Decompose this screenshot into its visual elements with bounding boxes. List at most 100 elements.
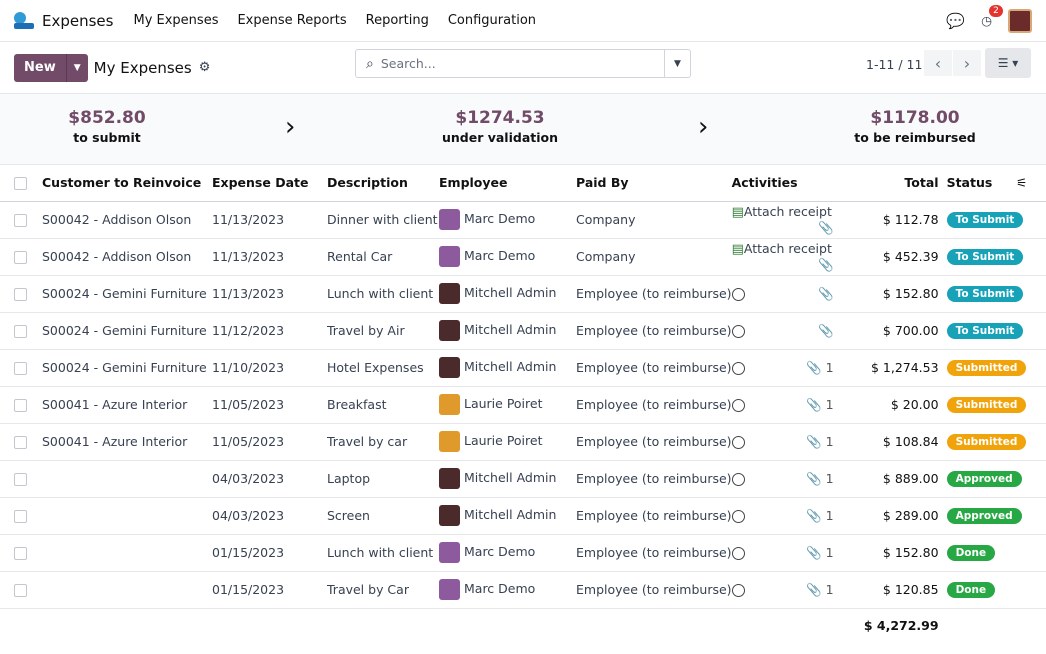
table-row[interactable]: S00024 - Gemini Furniture 11/13/2023 Lun… [0,275,1046,313]
total-cell: $ 152.80 [839,534,939,572]
activities-cell: 📎 1 [731,534,840,572]
activities-cell: ▤Attach receipt 📎 [731,238,840,276]
clock-icon[interactable] [731,435,745,449]
col-employee[interactable]: Employee [439,165,576,202]
table-row[interactable]: 01/15/2023 Travel by Car Marc Demo Emplo… [0,571,1046,609]
paperclip-icon[interactable]: 📎 [806,544,822,560]
paperclip-icon[interactable]: 📎 [806,470,822,486]
employee-cell: Laurie Poiret [439,423,576,461]
summary-to-submit[interactable]: $852.80 to submit [7,108,207,145]
activity-label[interactable]: Attach receipt [743,203,832,219]
customer-cell [42,534,212,572]
row-checkbox[interactable] [14,288,27,301]
col-activities[interactable]: Activities [731,165,840,202]
table-row[interactable]: 04/03/2023 Screen Mitchell Admin Employe… [0,497,1046,535]
date-cell: 11/13/2023 [212,238,327,276]
paperclip-icon[interactable]: 📎 [806,581,822,597]
paperclip-icon[interactable]: 📎 [817,322,834,338]
row-checkbox[interactable] [14,251,27,264]
chat-icon[interactable]: 💬 [946,11,966,30]
search-options-caret-icon[interactable]: ▼ [664,50,690,77]
employee-cell: Mitchell Admin [439,497,576,535]
paperclip-icon[interactable]: 📎 [806,507,822,523]
date-cell: 04/03/2023 [212,497,327,535]
paperclip-icon[interactable]: 📎 [817,219,834,235]
status-badge: Submitted [946,434,1027,450]
col-total[interactable]: Total [839,165,939,202]
activity-todo-icon[interactable]: ▤ [731,241,744,257]
activity-label[interactable]: Attach receipt [743,240,832,256]
menu-expense-reports[interactable]: Expense Reports [237,13,347,28]
clock-icon[interactable] [731,361,745,375]
table-row[interactable]: S00041 - Azure Interior 11/05/2023 Break… [0,386,1046,424]
clock-icon[interactable] [731,546,745,560]
summary-to-be-reimbursed[interactable]: $1178.00 to be reimbursed [815,108,1015,145]
select-all-checkbox[interactable] [14,177,27,191]
user-avatar[interactable] [1008,8,1032,33]
col-description[interactable]: Description [327,165,439,202]
summary-under-validation[interactable]: $1274.53 under validation [400,108,600,145]
paperclip-icon[interactable]: 📎 [806,396,822,412]
row-checkbox[interactable] [14,399,27,412]
table-row[interactable]: S00042 - Addison Olson 11/13/2023 Dinner… [0,201,1046,239]
table-row[interactable]: S00042 - Addison Olson 11/13/2023 Rental… [0,238,1046,276]
clock-icon[interactable] [731,583,745,597]
menu-reporting[interactable]: Reporting [365,13,429,28]
table-row[interactable]: 01/15/2023 Lunch with client Marc Demo E… [0,534,1046,572]
gear-icon[interactable]: ⚙ [198,60,211,75]
row-checkbox[interactable] [14,473,27,486]
employee-avatar [439,579,460,600]
col-customer[interactable]: Customer to Reinvoice [42,165,212,202]
col-paid-by[interactable]: Paid By [576,165,732,202]
row-checkbox[interactable] [14,510,27,523]
employee-avatar [439,468,460,489]
clock-icon[interactable] [731,509,745,523]
app-name[interactable]: Expenses [42,11,114,30]
new-button[interactable]: New [24,60,56,75]
activity-clock-icon[interactable]: ◷ 2 [981,5,1003,28]
col-status[interactable]: Status [938,165,1016,202]
clock-icon[interactable] [731,398,745,412]
menu-my-expenses[interactable]: My Expenses [133,13,219,28]
row-checkbox[interactable] [14,362,27,375]
total-cell: $ 700.00 [839,312,939,350]
row-checkbox[interactable] [14,325,27,338]
expenses-app-icon[interactable] [14,11,34,30]
clock-icon[interactable] [731,324,745,338]
paperclip-icon[interactable]: 📎 [806,433,822,449]
list-view-switch-icon[interactable]: ☰ ▾ [985,48,1031,78]
total-cell: $ 889.00 [839,460,939,498]
row-checkbox[interactable] [14,436,27,449]
pager-value[interactable]: 1-11 / 11 [866,57,923,72]
paid-by-cell: Company [576,238,732,276]
table-row[interactable]: 04/03/2023 Laptop Mitchell Admin Employe… [0,460,1046,498]
pager-prev-icon[interactable]: ‹ [924,50,952,76]
optional-columns-icon[interactable]: ⚟ [1016,165,1046,202]
activity-todo-icon[interactable]: ▤ [731,204,744,220]
row-checkbox[interactable] [14,547,27,560]
clock-icon[interactable] [731,472,745,486]
paperclip-icon[interactable]: 📎 [817,256,834,272]
date-cell: 04/03/2023 [212,460,327,498]
menu-configuration[interactable]: Configuration [447,13,537,28]
summary-amount: $1274.53 [455,108,545,128]
col-date[interactable]: Expense Date [212,165,327,202]
paperclip-icon[interactable]: 📎 [817,285,834,301]
table-row[interactable]: S00041 - Azure Interior 11/05/2023 Trave… [0,423,1046,461]
pager-next-icon[interactable]: › [953,50,981,76]
employee-avatar [439,283,460,304]
description-cell: Travel by Air [327,312,439,350]
search-placeholder[interactable]: Search... [380,56,436,71]
new-dropdown-caret-icon[interactable]: ▼ [65,53,88,82]
table-row[interactable]: S00024 - Gemini Furniture 11/10/2023 Hot… [0,349,1046,387]
customer-cell: S00024 - Gemini Furniture [42,312,212,350]
paperclip-icon[interactable]: 📎 [806,359,822,375]
row-checkbox[interactable] [14,214,27,227]
clock-icon[interactable] [731,287,745,301]
row-checkbox[interactable] [14,584,27,597]
description-cell: Laptop [327,460,439,498]
total-cell: $ 452.39 [839,238,939,276]
customer-cell: S00024 - Gemini Furniture [42,349,212,387]
search-input[interactable]: ⌕ Search... ▼ [355,49,691,78]
table-row[interactable]: S00024 - Gemini Furniture 11/12/2023 Tra… [0,312,1046,350]
